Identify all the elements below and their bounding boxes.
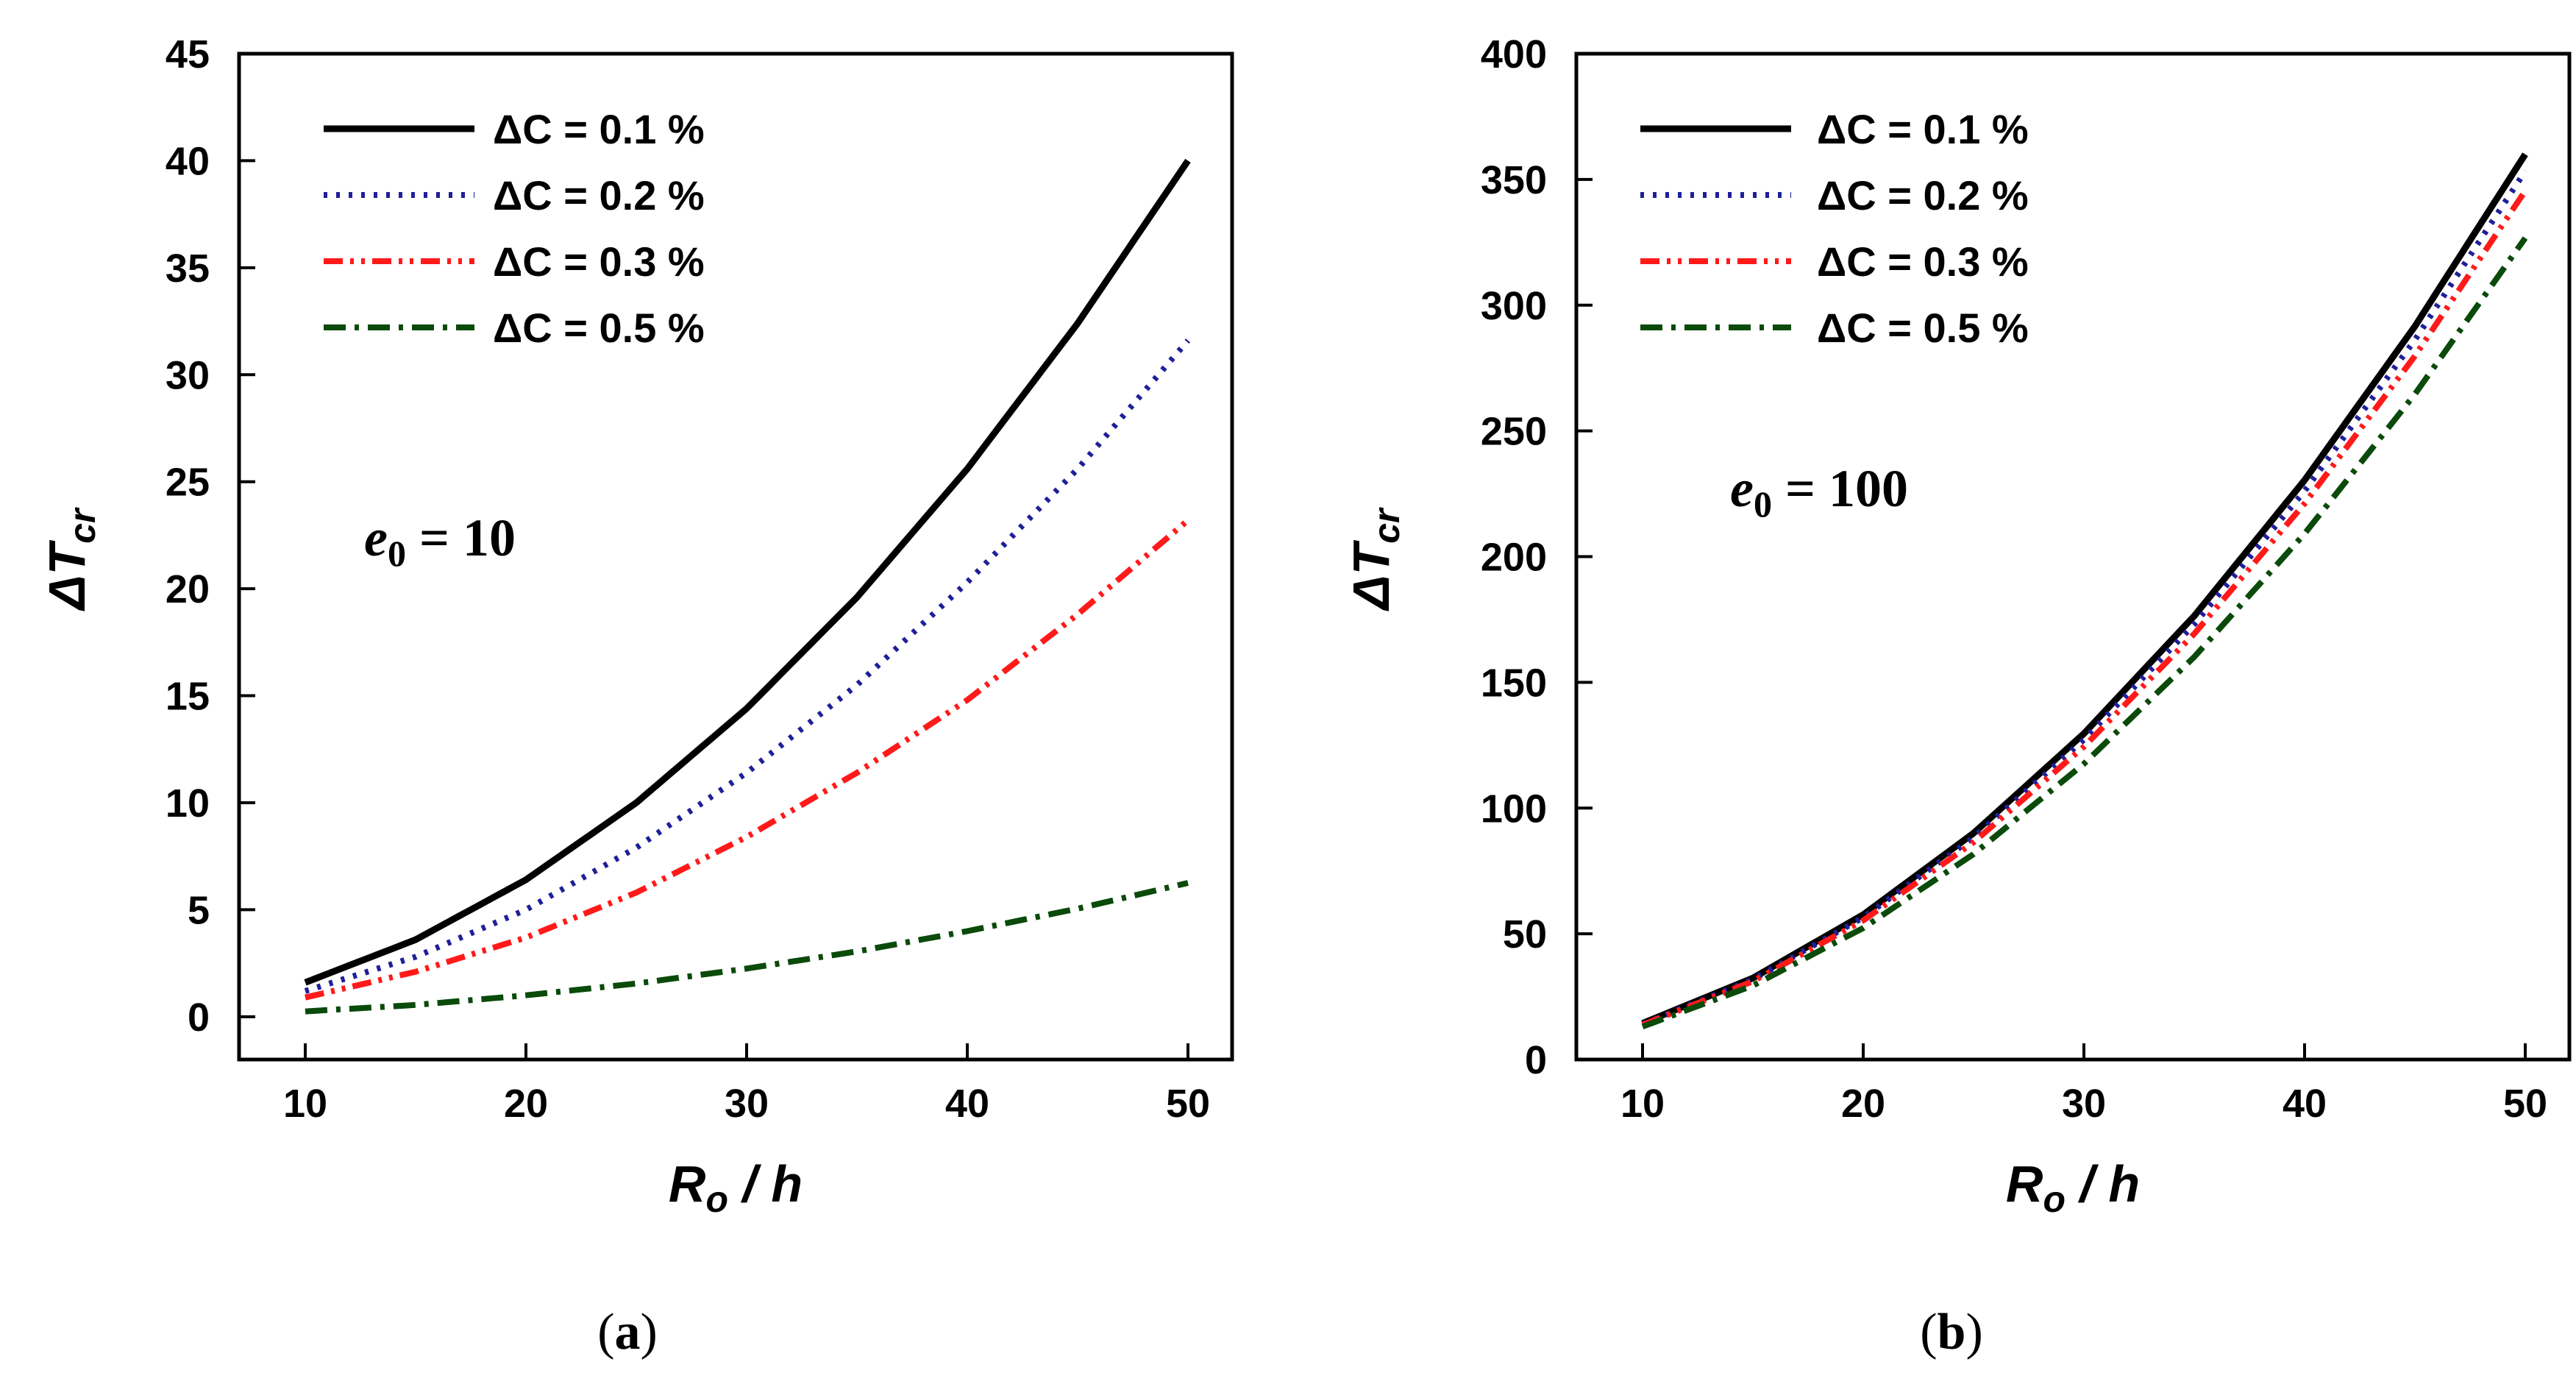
panel-a-caption-letter: a <box>615 1304 641 1360</box>
panel-a-y-tick-label: 25 <box>166 461 210 505</box>
panel-a-annotation-main: e <box>364 508 388 567</box>
panel-a-y-title-main: ΔT <box>38 540 96 612</box>
panel-b-plot-frame <box>1574 52 2572 1062</box>
panel-b-y-tick-label: 50 <box>1503 912 1547 957</box>
panel-b-y-tick-label: 250 <box>1481 410 1547 454</box>
panel-b-caption-letter: b <box>1938 1304 1966 1360</box>
panel-a-x-tick-label: 50 <box>1166 1082 1210 1126</box>
panel-b-series-line-1 <box>1641 152 2528 1026</box>
panel-a-x-tick-label: 10 <box>283 1082 327 1126</box>
panel-a-annotation-rest: = 10 <box>406 508 516 567</box>
panel-a-x-title-sub: o <box>705 1179 728 1220</box>
panel-a-plot-frame <box>237 52 1234 1062</box>
panel-b-annotation-rest: = 100 <box>1772 459 1908 518</box>
panel-a-y-axis: 0 5 10 15 20 25 30 35 40 45 <box>166 32 255 1040</box>
panel-b-x-axis: 10 20 30 40 50 <box>1620 1043 2547 1126</box>
panel-b-caption-close: ) <box>1965 1304 1982 1360</box>
panel-a-x-tick-label: 30 <box>725 1082 769 1126</box>
panel-b-caption: (b) <box>1920 1304 1983 1360</box>
panel-b-x-title-sub: o <box>2043 1179 2066 1220</box>
panel-b-y-tick-label: 150 <box>1481 661 1547 705</box>
panel-b-legend: ΔC = 0.1 % ΔC = 0.2 % ΔC = 0.3 % ΔC = 0.… <box>1640 106 2029 351</box>
panel-a-annotation: e0 = 10 <box>364 508 516 574</box>
panel-b-x-tick-label: 10 <box>1620 1082 1665 1126</box>
panel-a-y-tick-label: 35 <box>166 246 210 291</box>
panel-b-y-title-main: ΔT <box>1342 540 1400 612</box>
panel-a-y-tick-label: 45 <box>166 32 210 77</box>
panel-a-series-line-2 <box>304 338 1191 994</box>
panel-a-y-tick-label: 40 <box>166 139 210 183</box>
panel-b-y-tick-label: 350 <box>1481 158 1547 202</box>
panel-a-series-line-4 <box>305 880 1189 1015</box>
panel-b-annotation: e0 = 100 <box>1730 459 1908 525</box>
panel-a-x-title-main: R <box>669 1155 706 1213</box>
panel-a-caption-open: ( <box>597 1304 614 1360</box>
panel-b-y-tick-label: 400 <box>1481 32 1547 77</box>
panel-b-legend-label-1: ΔC = 0.1 % <box>1817 106 2029 152</box>
panel-a-x-axis: 10 20 30 40 50 <box>283 1043 1210 1126</box>
panel-b-y-title-sub: cr <box>1366 507 1407 544</box>
panel-b: 10 20 30 40 50 0 50 100 150 200 250 300 … <box>1342 32 2572 1360</box>
panel-a-legend: ΔC = 0.1 % ΔC = 0.2 % ΔC = 0.3 % ΔC = 0.… <box>324 106 705 351</box>
panel-b-annotation-main: e <box>1730 459 1754 518</box>
panel-b-series-line-3 <box>1641 189 2528 1028</box>
panel-b-legend-label-3: ΔC = 0.3 % <box>1817 238 2029 285</box>
panel-a-y-title-sub: cr <box>62 507 103 544</box>
panel-a-y-tick-label: 15 <box>166 675 210 719</box>
panel-a-y-axis-title: ΔTcr <box>38 507 103 612</box>
panel-b-y-axis-title: ΔTcr <box>1342 507 1407 612</box>
panel-b-y-tick-label: 100 <box>1481 787 1547 831</box>
panel-a-series-group <box>304 158 1191 1015</box>
panel-b-y-tick-label: 0 <box>1525 1038 1547 1082</box>
panel-a-x-title-rest: / h <box>728 1155 803 1213</box>
panel-b-x-tick-label: 30 <box>2062 1082 2106 1126</box>
panel-b-x-title-rest: / h <box>2066 1155 2140 1213</box>
panel-a-y-tick-label: 30 <box>166 353 210 397</box>
panel-a: 10 20 30 40 50 0 5 10 15 20 25 30 35 <box>38 32 1234 1360</box>
panel-b-x-tick-label: 40 <box>2283 1082 2327 1126</box>
panel-b-y-tick-label: 200 <box>1481 536 1547 580</box>
panel-a-legend-label-1: ΔC = 0.1 % <box>493 106 705 152</box>
panel-b-y-tick-label: 300 <box>1481 284 1547 328</box>
panel-b-caption-open: ( <box>1920 1304 1937 1360</box>
panel-b-x-axis-title: Ro / h <box>2006 1155 2140 1220</box>
panel-a-legend-label-2: ΔC = 0.2 % <box>493 172 705 219</box>
panel-a-y-tick-label: 5 <box>188 888 210 932</box>
panel-a-caption-close: ) <box>641 1304 658 1360</box>
panel-b-series-group <box>1641 152 2528 1029</box>
panel-a-legend-label-3: ΔC = 0.3 % <box>493 238 705 285</box>
panel-b-x-title-main: R <box>2006 1155 2043 1213</box>
panel-a-y-tick-label: 20 <box>166 567 210 611</box>
panel-a-x-tick-label: 40 <box>945 1082 989 1126</box>
panel-a-series-line-3 <box>305 518 1190 1001</box>
panel-b-series-line-4 <box>1641 236 2528 1029</box>
panel-b-legend-label-2: ΔC = 0.2 % <box>1817 172 2029 219</box>
panel-a-y-tick-label: 0 <box>188 996 210 1040</box>
panel-b-series-line-2 <box>1641 169 2528 1027</box>
panel-b-legend-label-4: ΔC = 0.5 % <box>1817 305 2029 351</box>
panel-b-y-axis: 0 50 100 150 200 250 300 350 400 <box>1481 32 1593 1082</box>
panel-a-y-tick-label: 10 <box>166 781 210 826</box>
panel-a-series-line-1 <box>304 158 1191 986</box>
panel-b-x-tick-label: 20 <box>1841 1082 1885 1126</box>
panel-b-annotation-sub: 0 <box>1754 483 1772 525</box>
panel-a-x-tick-label: 20 <box>504 1082 548 1126</box>
panel-a-legend-label-4: ΔC = 0.5 % <box>493 305 705 351</box>
panel-a-annotation-sub: 0 <box>388 533 406 574</box>
panel-b-x-tick-label: 50 <box>2503 1082 2547 1126</box>
panel-a-caption: (a) <box>597 1304 658 1360</box>
panel-a-x-axis-title: Ro / h <box>669 1155 803 1220</box>
